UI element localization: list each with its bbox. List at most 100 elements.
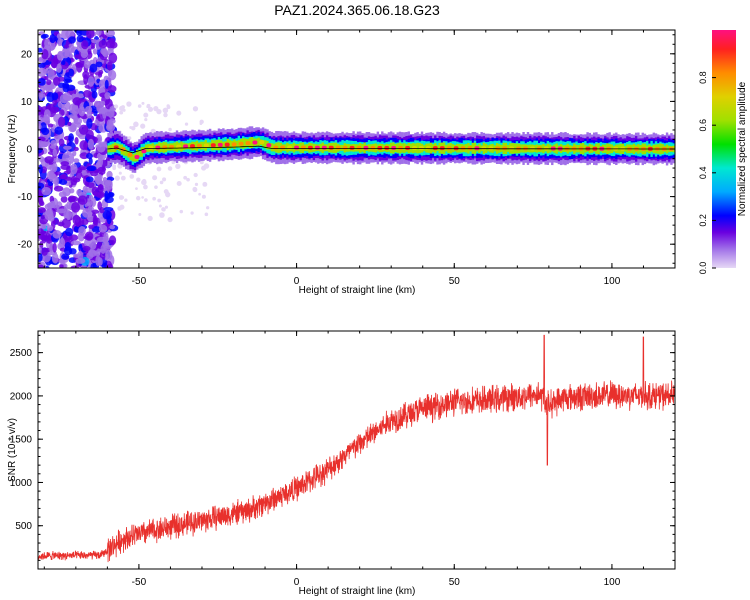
heatmap-noise-cell xyxy=(91,90,98,99)
heatmap-noise-cell xyxy=(38,264,44,268)
heatmap-noise-cell xyxy=(59,179,68,186)
heatmap-ridge-cell xyxy=(389,142,393,154)
heatmap-noise-cell xyxy=(90,263,97,268)
heatmap-noise-cell xyxy=(106,215,112,225)
heatmap-noise-cell xyxy=(106,61,113,71)
heatmap-noise-cell xyxy=(72,97,82,106)
heatmap-faint-cell xyxy=(136,177,141,182)
heatmap-core-cell xyxy=(425,146,431,151)
heatmap-noise-cell xyxy=(41,186,52,196)
heatmap-core-cell xyxy=(467,146,473,151)
heatmap-noise-cell xyxy=(104,190,109,202)
heatmap-noise-cell xyxy=(90,241,97,250)
heatmap-faint-cell xyxy=(168,127,172,132)
heatmap-faint-cell xyxy=(199,119,204,125)
snr-ytick-label: 1000 xyxy=(10,478,33,489)
heatmap-noise-cell xyxy=(42,69,50,74)
heatmap-faint-cell xyxy=(198,192,201,196)
heatmap-core-cell xyxy=(300,145,306,150)
heatmap-faint-cell xyxy=(192,186,198,192)
heatmap-ridge-cell xyxy=(325,144,329,152)
heatmap-core-cell xyxy=(245,141,251,146)
heatmap-noise-cell xyxy=(98,39,108,49)
heatmap-ridge-cell xyxy=(257,137,260,147)
heatmap-noise-cell xyxy=(38,182,45,190)
heatmap-noise-cell xyxy=(60,161,70,166)
heatmap-ridge-cell xyxy=(235,140,238,148)
heatmap-noise-cell xyxy=(82,245,91,252)
heatmap-ridge-cell xyxy=(292,142,296,153)
heatmap-ridge-cell xyxy=(153,144,157,151)
heatmap-core-cell xyxy=(183,144,189,149)
heatmap-noise-cell xyxy=(83,74,89,86)
heatmap-noise-cell xyxy=(84,105,93,114)
heatmap-ridge-cell xyxy=(416,142,419,154)
heatmap-noise-cell xyxy=(39,122,47,134)
spectrogram-xtick-label: -50 xyxy=(132,276,147,287)
heatmap-core-cell xyxy=(356,145,362,150)
heatmap-ridge-cell xyxy=(147,144,150,152)
heatmap-core-cell xyxy=(217,142,223,147)
heatmap-noise-cell xyxy=(70,175,78,186)
heatmap-noise-cell xyxy=(67,197,76,203)
heatmap-noise-cell xyxy=(88,194,94,200)
heatmap-ridge-cell xyxy=(202,141,205,150)
heatmap-noise-cell xyxy=(38,253,43,262)
heatmap-faint-cell xyxy=(157,198,161,203)
heatmap-noise-cell xyxy=(64,204,69,211)
heatmap-ridge-cell xyxy=(299,142,302,153)
heatmap-faint-cell xyxy=(164,205,168,209)
heatmap-ridge-cell xyxy=(367,144,371,152)
heatmap-noise-cell xyxy=(38,201,45,207)
colorbar-tick-label: 0.4 xyxy=(698,167,708,180)
snr-x-label: Height of straight line (km) xyxy=(299,586,416,597)
spectrogram-ytick-label: 0 xyxy=(26,145,32,156)
heatmap-noise-cell xyxy=(91,186,99,196)
heatmap-noise-cell xyxy=(56,33,62,40)
heatmap-noise-cell xyxy=(86,165,96,172)
heatmap-noise-cell xyxy=(86,118,93,129)
heatmap-noise-cell xyxy=(98,224,108,233)
heatmap-faint-cell xyxy=(154,185,158,189)
heatmap-faint-cell xyxy=(143,112,149,118)
heatmap-noise-cell xyxy=(67,121,72,126)
snr-ytick-label: 1500 xyxy=(10,435,33,446)
heatmap-ridge-cell xyxy=(396,143,399,153)
spectrogram-xtick-label: 50 xyxy=(449,276,461,287)
heatmap-noise-cell xyxy=(51,157,62,163)
heatmap-noise-cell xyxy=(60,196,68,203)
heatmap-faint-cell xyxy=(159,180,164,185)
heatmap-noise-cell xyxy=(59,93,70,104)
heatmap-faint-cell xyxy=(135,187,138,191)
heatmap-noise-cell xyxy=(77,250,84,260)
heatmap-faint-cell xyxy=(206,206,210,210)
heatmap-noise-cell xyxy=(62,187,71,197)
heatmap-faint-cell xyxy=(144,117,148,122)
heatmap-faint-cell xyxy=(127,136,132,140)
snr-series-line xyxy=(38,334,675,563)
heatmap-noise-cell xyxy=(75,257,86,264)
heatmap-core-cell xyxy=(141,149,147,154)
heatmap-noise-cell xyxy=(65,30,75,39)
heatmap-faint-cell xyxy=(143,184,148,190)
heatmap-core-cell xyxy=(231,142,237,147)
heatmap-noise-cell xyxy=(97,166,107,172)
heatmap-noise-cell xyxy=(52,148,58,157)
heatmap-noise-cell xyxy=(51,252,59,264)
heatmap-core-cell xyxy=(113,145,119,150)
heatmap-faint-cell xyxy=(199,160,204,165)
heatmap-noise-cell xyxy=(85,176,94,183)
heatmap-faint-cell xyxy=(184,122,189,126)
heatmap-noise-cell xyxy=(49,242,54,253)
heatmap-noise-cell xyxy=(94,177,102,185)
heatmap-core-cell xyxy=(453,146,459,151)
colorbar-tick-label: 0.2 xyxy=(698,214,708,227)
spectrogram-x-label: Height of straight line (km) xyxy=(299,285,416,296)
heatmap-ridge-cell xyxy=(111,143,115,153)
heatmap-core-cell xyxy=(266,143,272,148)
heatmap-noise-cell xyxy=(95,134,103,144)
spectrogram-ytick-label: 10 xyxy=(21,97,33,108)
heatmap-faint-cell xyxy=(120,175,126,181)
snr-frame xyxy=(37,330,676,570)
